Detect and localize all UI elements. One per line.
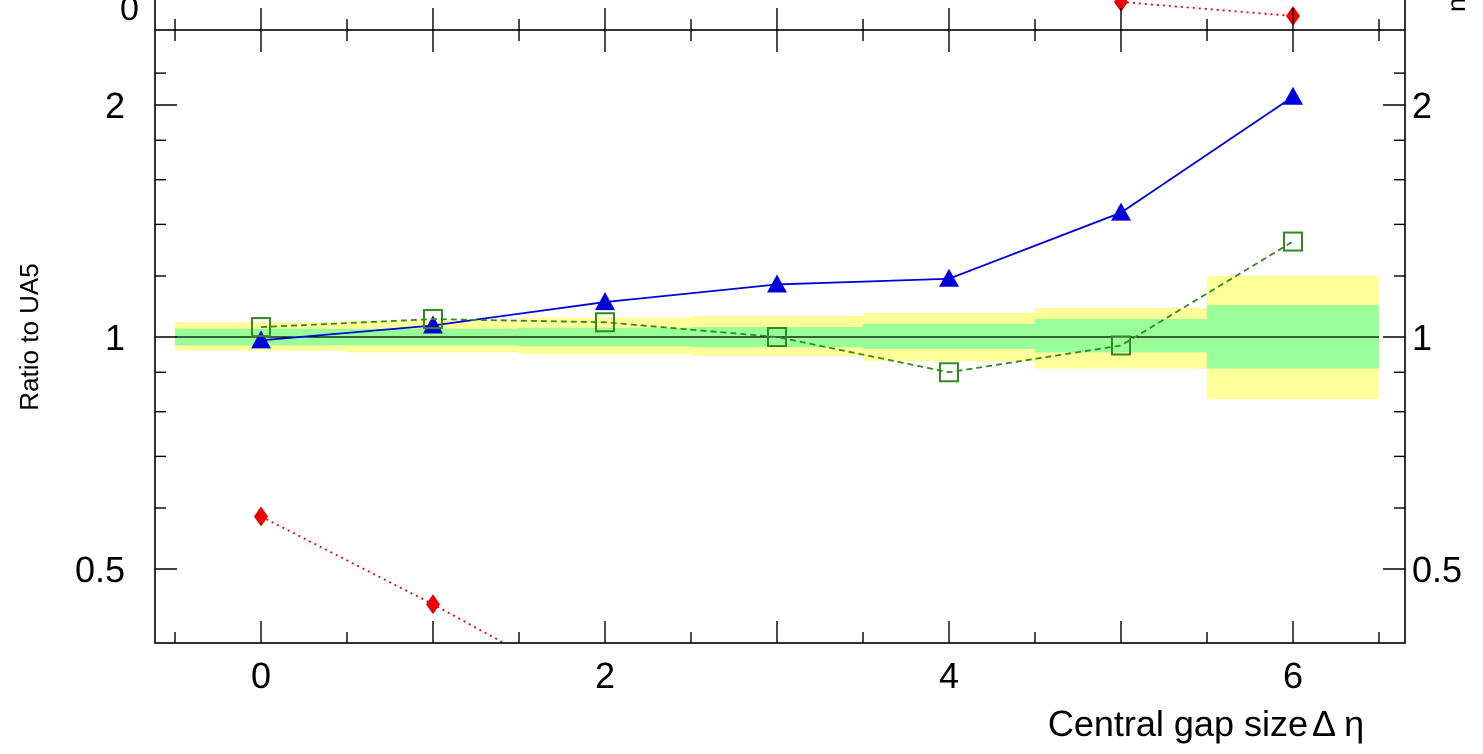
point-diamond-0 bbox=[254, 506, 268, 527]
y-tick-label-left: 2 bbox=[105, 85, 125, 126]
top-panel-label: 0 bbox=[120, 0, 139, 28]
point-triangle-0 bbox=[251, 330, 271, 349]
uncertainty-bands bbox=[175, 275, 1379, 400]
y-tick-label-left: 1 bbox=[105, 317, 125, 358]
point-triangle-3 bbox=[767, 274, 787, 293]
top-panel-line bbox=[1120, 1, 1294, 17]
y-tick-labels: 0.5 0.5 1 1 2 2 bbox=[75, 85, 1462, 590]
top-panel-point-0 bbox=[1114, 0, 1128, 12]
axis-ticks bbox=[155, 8, 1405, 643]
point-open-square-3 bbox=[767, 327, 787, 347]
x-tick-label: 2 bbox=[595, 655, 615, 696]
y-axis-title: Ratio to UA5 bbox=[14, 263, 44, 410]
y-tick-label-left: 0.5 bbox=[75, 549, 125, 590]
x-axis-title: Central gap size bbox=[1048, 703, 1308, 744]
x-tick-labels: 0 2 4 6 bbox=[251, 655, 1303, 696]
point-open-square-6 bbox=[1283, 231, 1303, 252]
series-line-open-square bbox=[260, 240, 1294, 374]
band-inner-4 bbox=[863, 323, 1035, 349]
series-layer bbox=[251, 86, 1303, 643]
top-panel-fragment bbox=[154, 0, 1406, 30]
x-tick-label: 0 bbox=[251, 655, 271, 696]
point-open-square-0 bbox=[251, 317, 271, 338]
series-line-triangle bbox=[260, 95, 1294, 342]
top-panel-right-text: n bbox=[1441, 0, 1471, 12]
point-open-square-1 bbox=[423, 309, 443, 330]
y-tick-label-right: 0.5 bbox=[1412, 549, 1462, 590]
x-axis-title-symbol: Δ η bbox=[1312, 703, 1364, 744]
x-tick-label: 4 bbox=[939, 655, 959, 696]
x-tick-label: 6 bbox=[1283, 655, 1303, 696]
point-triangle-5 bbox=[1111, 202, 1131, 221]
point-triangle-6 bbox=[1283, 86, 1303, 105]
point-open-square-2 bbox=[595, 312, 615, 333]
y-tick-label-right: 2 bbox=[1412, 85, 1432, 126]
point-triangle-2 bbox=[595, 292, 615, 311]
point-diamond-1 bbox=[426, 594, 440, 615]
point-triangle-4 bbox=[939, 268, 959, 287]
y-tick-label-right: 1 bbox=[1412, 317, 1432, 358]
point-open-square-5 bbox=[1111, 335, 1131, 356]
point-open-square-4 bbox=[939, 362, 959, 383]
